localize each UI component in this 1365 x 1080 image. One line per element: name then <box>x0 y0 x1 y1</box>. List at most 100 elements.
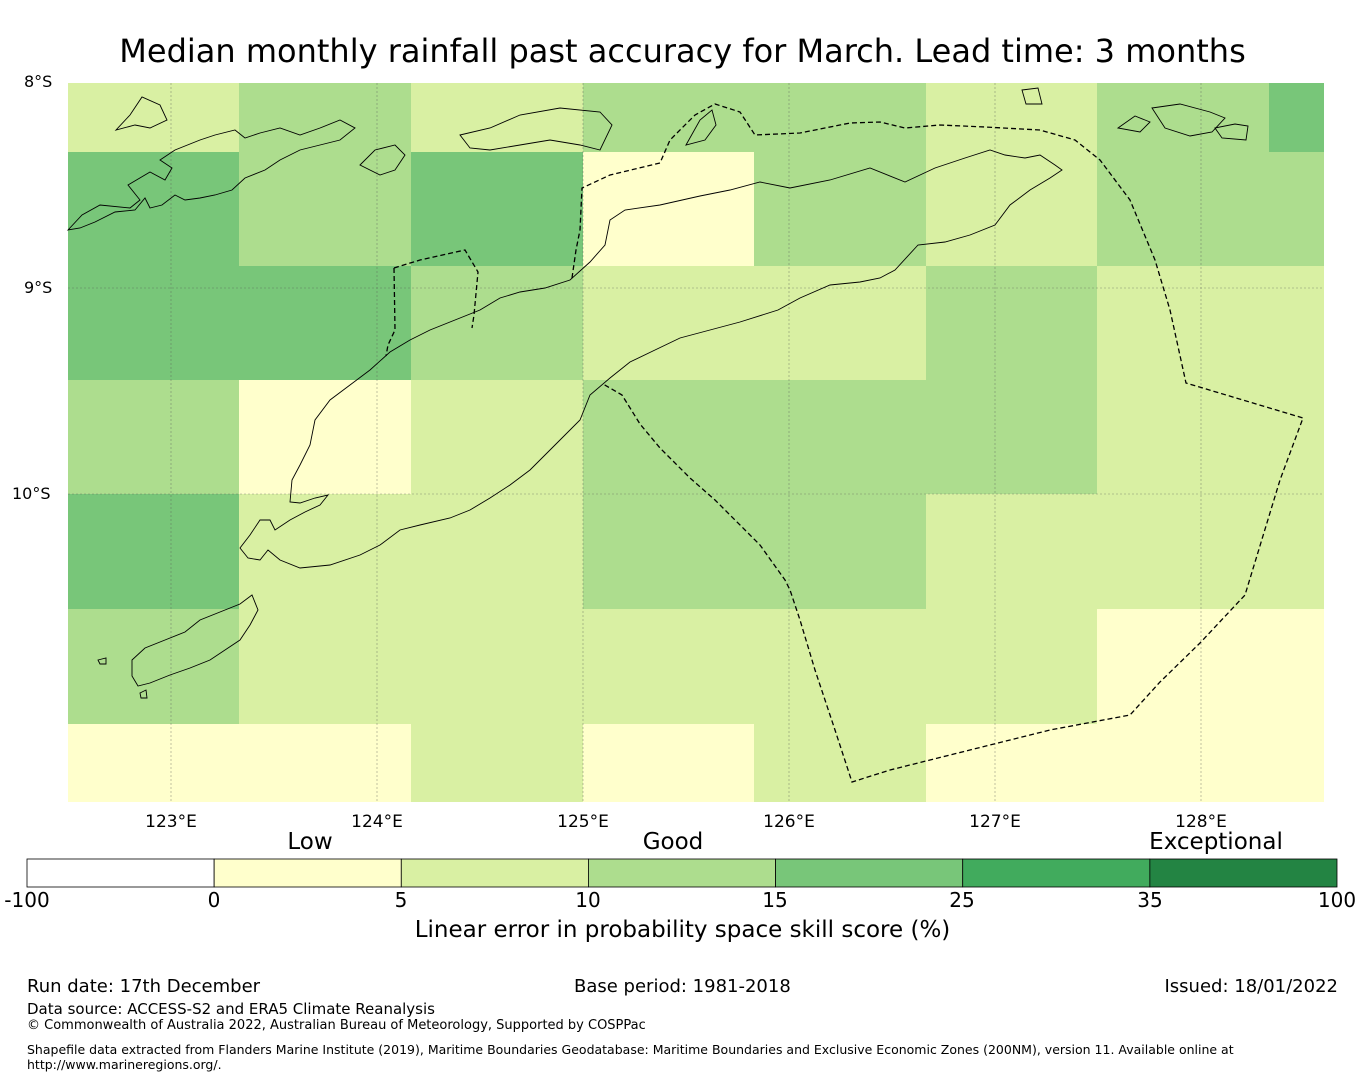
colorbar-label: Linear error in probability space skill … <box>414 917 951 943</box>
grid-cell <box>754 609 926 724</box>
data-source: Data source: ACCESS-S2 and ERA5 Climate … <box>27 1000 435 1018</box>
grid-cell <box>239 724 411 802</box>
grid-cell <box>926 724 1097 802</box>
north-island-coast <box>359 144 406 176</box>
grid-cell <box>411 609 583 724</box>
colorbar-tick: 35 <box>1137 888 1163 912</box>
lat-label-9s: 9°S <box>24 278 53 297</box>
grid-cell <box>754 724 926 802</box>
grid-cell <box>68 609 239 724</box>
grid-cell <box>926 380 1097 494</box>
grid-cell <box>68 152 239 266</box>
babar-coast <box>1116 115 1151 133</box>
grid-cell <box>1097 83 1269 152</box>
colorbar-segment <box>400 858 589 888</box>
grid-cell <box>1269 494 1324 609</box>
grid-cell <box>68 380 239 494</box>
grid-cell <box>1269 152 1324 266</box>
small-islet <box>97 657 107 665</box>
grid-cell <box>754 83 926 152</box>
grid-cell <box>239 494 411 609</box>
lon-label-126e: 126°E <box>763 812 815 832</box>
lon-label-127e: 127°E <box>969 812 1021 832</box>
grid-cell <box>411 380 583 494</box>
colorbar-segment <box>775 858 964 888</box>
lat-label-8s: 8°S <box>24 72 53 91</box>
coastlines <box>66 87 1249 699</box>
grid-cell <box>1269 609 1324 724</box>
lon-label-125e: 125°E <box>557 812 609 832</box>
colorbar-segment <box>26 858 215 888</box>
grid-cell <box>239 609 411 724</box>
grid-cell <box>583 724 754 802</box>
grid-cell <box>68 83 239 152</box>
category-low: Low <box>287 829 333 855</box>
timor-island-coast <box>239 149 1063 569</box>
grid-cell <box>583 152 754 266</box>
colorbar-segment <box>962 858 1151 888</box>
issued-date: Issued: 18/01/2022 <box>1164 976 1338 997</box>
category-exceptional: Exceptional <box>1149 829 1283 855</box>
grid-cell <box>754 152 926 266</box>
skill-grid <box>68 83 1324 802</box>
eez-boundary <box>385 103 1304 783</box>
small-islet-2 <box>139 689 148 699</box>
grid-cell <box>1269 83 1324 152</box>
grid-cell <box>1097 266 1269 380</box>
grid-cell <box>1269 724 1324 802</box>
alor-island-coast <box>114 96 168 131</box>
colorbar-tick: 100 <box>1317 888 1357 912</box>
grid-cell <box>1269 266 1324 380</box>
run-date: Run date: 17th December <box>27 976 261 997</box>
colorbar-tick: -100 <box>4 888 50 912</box>
grid-cell <box>926 152 1097 266</box>
flores-island-coast <box>66 119 356 231</box>
colorbar-tick: 25 <box>949 888 975 912</box>
wetar-coast <box>459 107 613 151</box>
grid-cell <box>926 609 1097 724</box>
grid-cell <box>411 724 583 802</box>
grid-cell <box>239 266 411 380</box>
moa-coast <box>1214 123 1249 141</box>
grid-cell <box>926 83 1097 152</box>
shapefile-url[interactable]: http://www.marineregions.org/. <box>27 1057 222 1072</box>
grid-cell <box>583 266 754 380</box>
lon-label-128e: 128°E <box>1175 812 1227 832</box>
colorbar-segment <box>213 858 402 888</box>
chart-title: Median monthly rainfall past accuracy fo… <box>119 32 1246 70</box>
copyright: © Commonwealth of Australia 2022, Austra… <box>27 1018 646 1033</box>
lon-label-124e: 124°E <box>351 812 403 832</box>
colorbar-segment <box>588 858 776 888</box>
grid-cell <box>583 609 754 724</box>
base-period: Base period: 1981-2018 <box>574 976 791 997</box>
colorbar-segment <box>1149 858 1338 888</box>
grid-cell <box>239 380 411 494</box>
category-good: Good <box>642 829 704 855</box>
grid-cell <box>1097 609 1269 724</box>
grid-cell <box>1097 724 1269 802</box>
grid-cell <box>1097 494 1269 609</box>
lon-label-123e: 123°E <box>145 812 197 832</box>
grid-cell <box>1097 152 1269 266</box>
grid-cell <box>68 724 239 802</box>
grid-cell <box>239 152 411 266</box>
graticule <box>68 83 1324 802</box>
lat-label-10s: 10°S <box>12 484 51 503</box>
grid-cell <box>583 494 754 609</box>
shapefile-credit: Shapefile data extracted from Flanders M… <box>27 1042 1234 1057</box>
grid-cell <box>754 266 926 380</box>
grid-cell <box>411 152 583 266</box>
colorbar-tick: 15 <box>762 888 788 912</box>
grid-cell <box>68 266 239 380</box>
grid-cell <box>583 380 754 494</box>
colorbar-tick: 0 <box>207 888 221 912</box>
grid-cell <box>926 494 1097 609</box>
colorbar <box>26 858 1338 888</box>
romang-coast <box>1021 87 1043 105</box>
colorbar-tick: 10 <box>575 888 601 912</box>
grid-cell <box>926 266 1097 380</box>
grid-cell <box>68 494 239 609</box>
atauro-coast <box>685 109 717 146</box>
grid-cell <box>411 266 583 380</box>
